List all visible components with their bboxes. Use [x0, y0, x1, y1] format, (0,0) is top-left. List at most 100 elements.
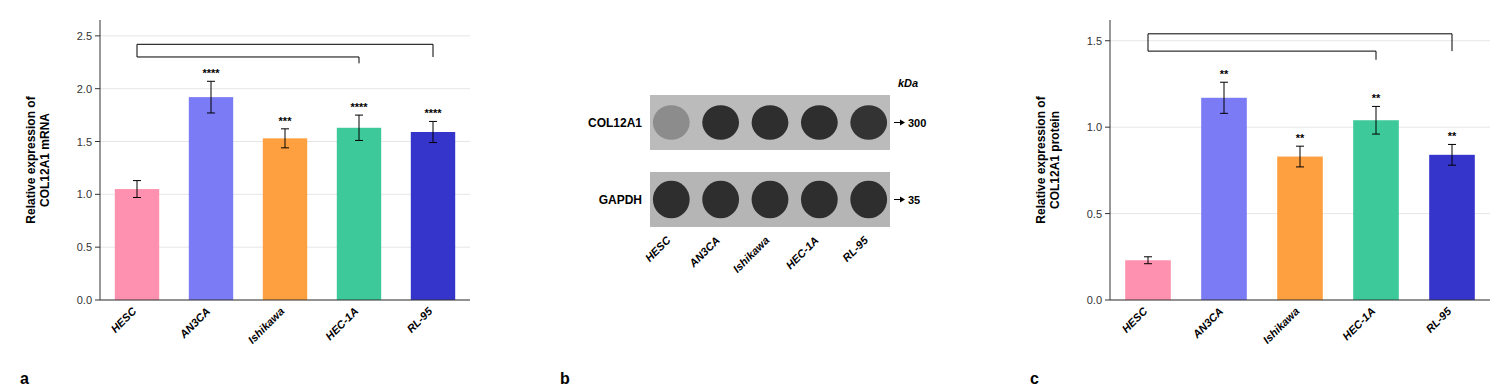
band: [653, 105, 690, 140]
error-bar-cap: [1144, 263, 1152, 264]
error-bar-cap: [429, 121, 437, 122]
y-tick-label: 1.0: [77, 188, 92, 200]
x-tick-label: Ishikawa: [246, 305, 287, 346]
blot-panel: COL12A1300GAPDH35kDaHESCAN3CAIshikawaHEC…: [560, 77, 926, 387]
error-bar-stem: [1452, 144, 1453, 165]
y-tick: [1105, 40, 1110, 41]
error-bar: [429, 121, 437, 142]
band: [702, 181, 739, 219]
x-axis: [100, 300, 470, 301]
lane-label: HESC: [643, 233, 674, 264]
marks: [1125, 82, 1475, 300]
grid-line: [1110, 127, 1490, 128]
bracket-inner: [137, 56, 359, 57]
bar: [411, 132, 455, 300]
x-tick-label: HEC-1A: [1340, 305, 1377, 342]
error-bar: [1296, 146, 1304, 167]
bar-panel: 0.00.51.01.5********HESCAN3CAIshikawaHEC…: [1030, 20, 1490, 387]
grid-line: [1110, 40, 1490, 41]
band: [752, 105, 789, 140]
bracket-right: [1452, 34, 1453, 51]
bracket-outer: [137, 44, 433, 45]
y-axis-label: Relative expression ofCOL12A1 protein: [1034, 95, 1062, 223]
error-bar-cap: [207, 112, 215, 113]
lane-label: RL-95: [840, 233, 871, 264]
y-tick-label: 1.0: [1087, 121, 1102, 133]
error-bar: [1144, 257, 1152, 264]
bar: [189, 97, 233, 300]
error-bar: [1220, 82, 1228, 113]
error-bar-cap: [1296, 146, 1304, 147]
error-bar-cap: [1448, 144, 1456, 145]
bar: [1353, 120, 1399, 300]
arrow-head: [900, 120, 905, 126]
bar: [115, 189, 159, 300]
y-tick: [1105, 213, 1110, 214]
band: [850, 105, 887, 140]
error-bar-stem: [211, 81, 212, 113]
x-tick-label: RL-95: [1423, 304, 1454, 335]
error-bar-cap: [1144, 256, 1152, 257]
bar: [1277, 157, 1323, 300]
error-bar: [281, 129, 289, 148]
x-tick-label: HEC-1A: [323, 305, 360, 342]
significance-label: ****: [202, 67, 220, 79]
figure: 0.00.51.01.52.02.5***************HESCAN3…: [0, 0, 1512, 392]
x-tick-label: AN3CA: [176, 305, 212, 341]
x-tick-label: HESC: [108, 304, 139, 335]
lane-label: AN3CA: [686, 234, 722, 270]
row-label: COL12A1: [588, 116, 642, 130]
error-bar: [1372, 106, 1380, 134]
bar-panel: 0.00.51.01.52.02.5***************HESCAN3…: [20, 20, 470, 387]
significance-label: **: [1220, 68, 1229, 80]
error-bar-cap: [1448, 165, 1456, 166]
error-bar: [207, 81, 215, 113]
error-bar-cap: [1220, 82, 1228, 83]
bar: [1201, 98, 1247, 300]
bracket-outer: [1148, 33, 1452, 34]
band: [653, 181, 690, 219]
y-tick-label: 2.0: [77, 83, 92, 95]
error-bar-cap: [1372, 106, 1380, 107]
bracket-inner: [1148, 51, 1376, 52]
significance-label: ****: [350, 101, 368, 113]
error-bar-cap: [281, 147, 289, 148]
error-bar-stem: [285, 129, 286, 148]
grid-line: [100, 35, 470, 36]
x-tick-label: HESC: [1119, 304, 1150, 335]
significance-label: ***: [279, 115, 293, 127]
panel-label: a: [20, 370, 29, 387]
panel-label: c: [1030, 370, 1039, 387]
gel-strip: [650, 172, 890, 227]
y-tick: [95, 194, 100, 195]
y-tick: [95, 141, 100, 142]
lane-label: Ishikawa: [731, 234, 772, 275]
band: [752, 181, 789, 219]
y-tick-label: 0.0: [1087, 294, 1102, 306]
gel-strip: [650, 95, 890, 150]
y-axis-label-line: COL12A1 protein: [1048, 111, 1062, 209]
error-bar-cap: [133, 180, 141, 181]
error-bar-cap: [133, 197, 141, 198]
error-bar-cap: [355, 115, 363, 116]
error-bar-stem: [359, 115, 360, 140]
error-bar-cap: [1372, 134, 1380, 135]
error-bar-stem: [1224, 82, 1225, 113]
bar: [1429, 155, 1475, 300]
bracket-inner-end: [1376, 51, 1377, 60]
y-tick: [95, 88, 100, 89]
bar: [263, 138, 307, 300]
y-axis-label-line: COL12A1 mRNA: [38, 113, 52, 207]
bar: [337, 128, 381, 300]
row-label: GAPDH: [599, 193, 642, 207]
error-bar-stem: [1300, 146, 1301, 167]
y-tick-label: 2.5: [77, 30, 92, 42]
y-axis-label: Relative expression ofCOL12A1 mRNA: [24, 95, 52, 223]
y-tick: [95, 300, 100, 301]
size-label: 300: [908, 117, 926, 129]
bar: [1125, 260, 1171, 300]
significance-label: **: [1372, 92, 1381, 104]
y-axis-label-line: Relative expression of: [24, 95, 38, 223]
x-tick-label: RL-95: [404, 304, 435, 335]
lane-label: HEC-1A: [783, 234, 820, 271]
